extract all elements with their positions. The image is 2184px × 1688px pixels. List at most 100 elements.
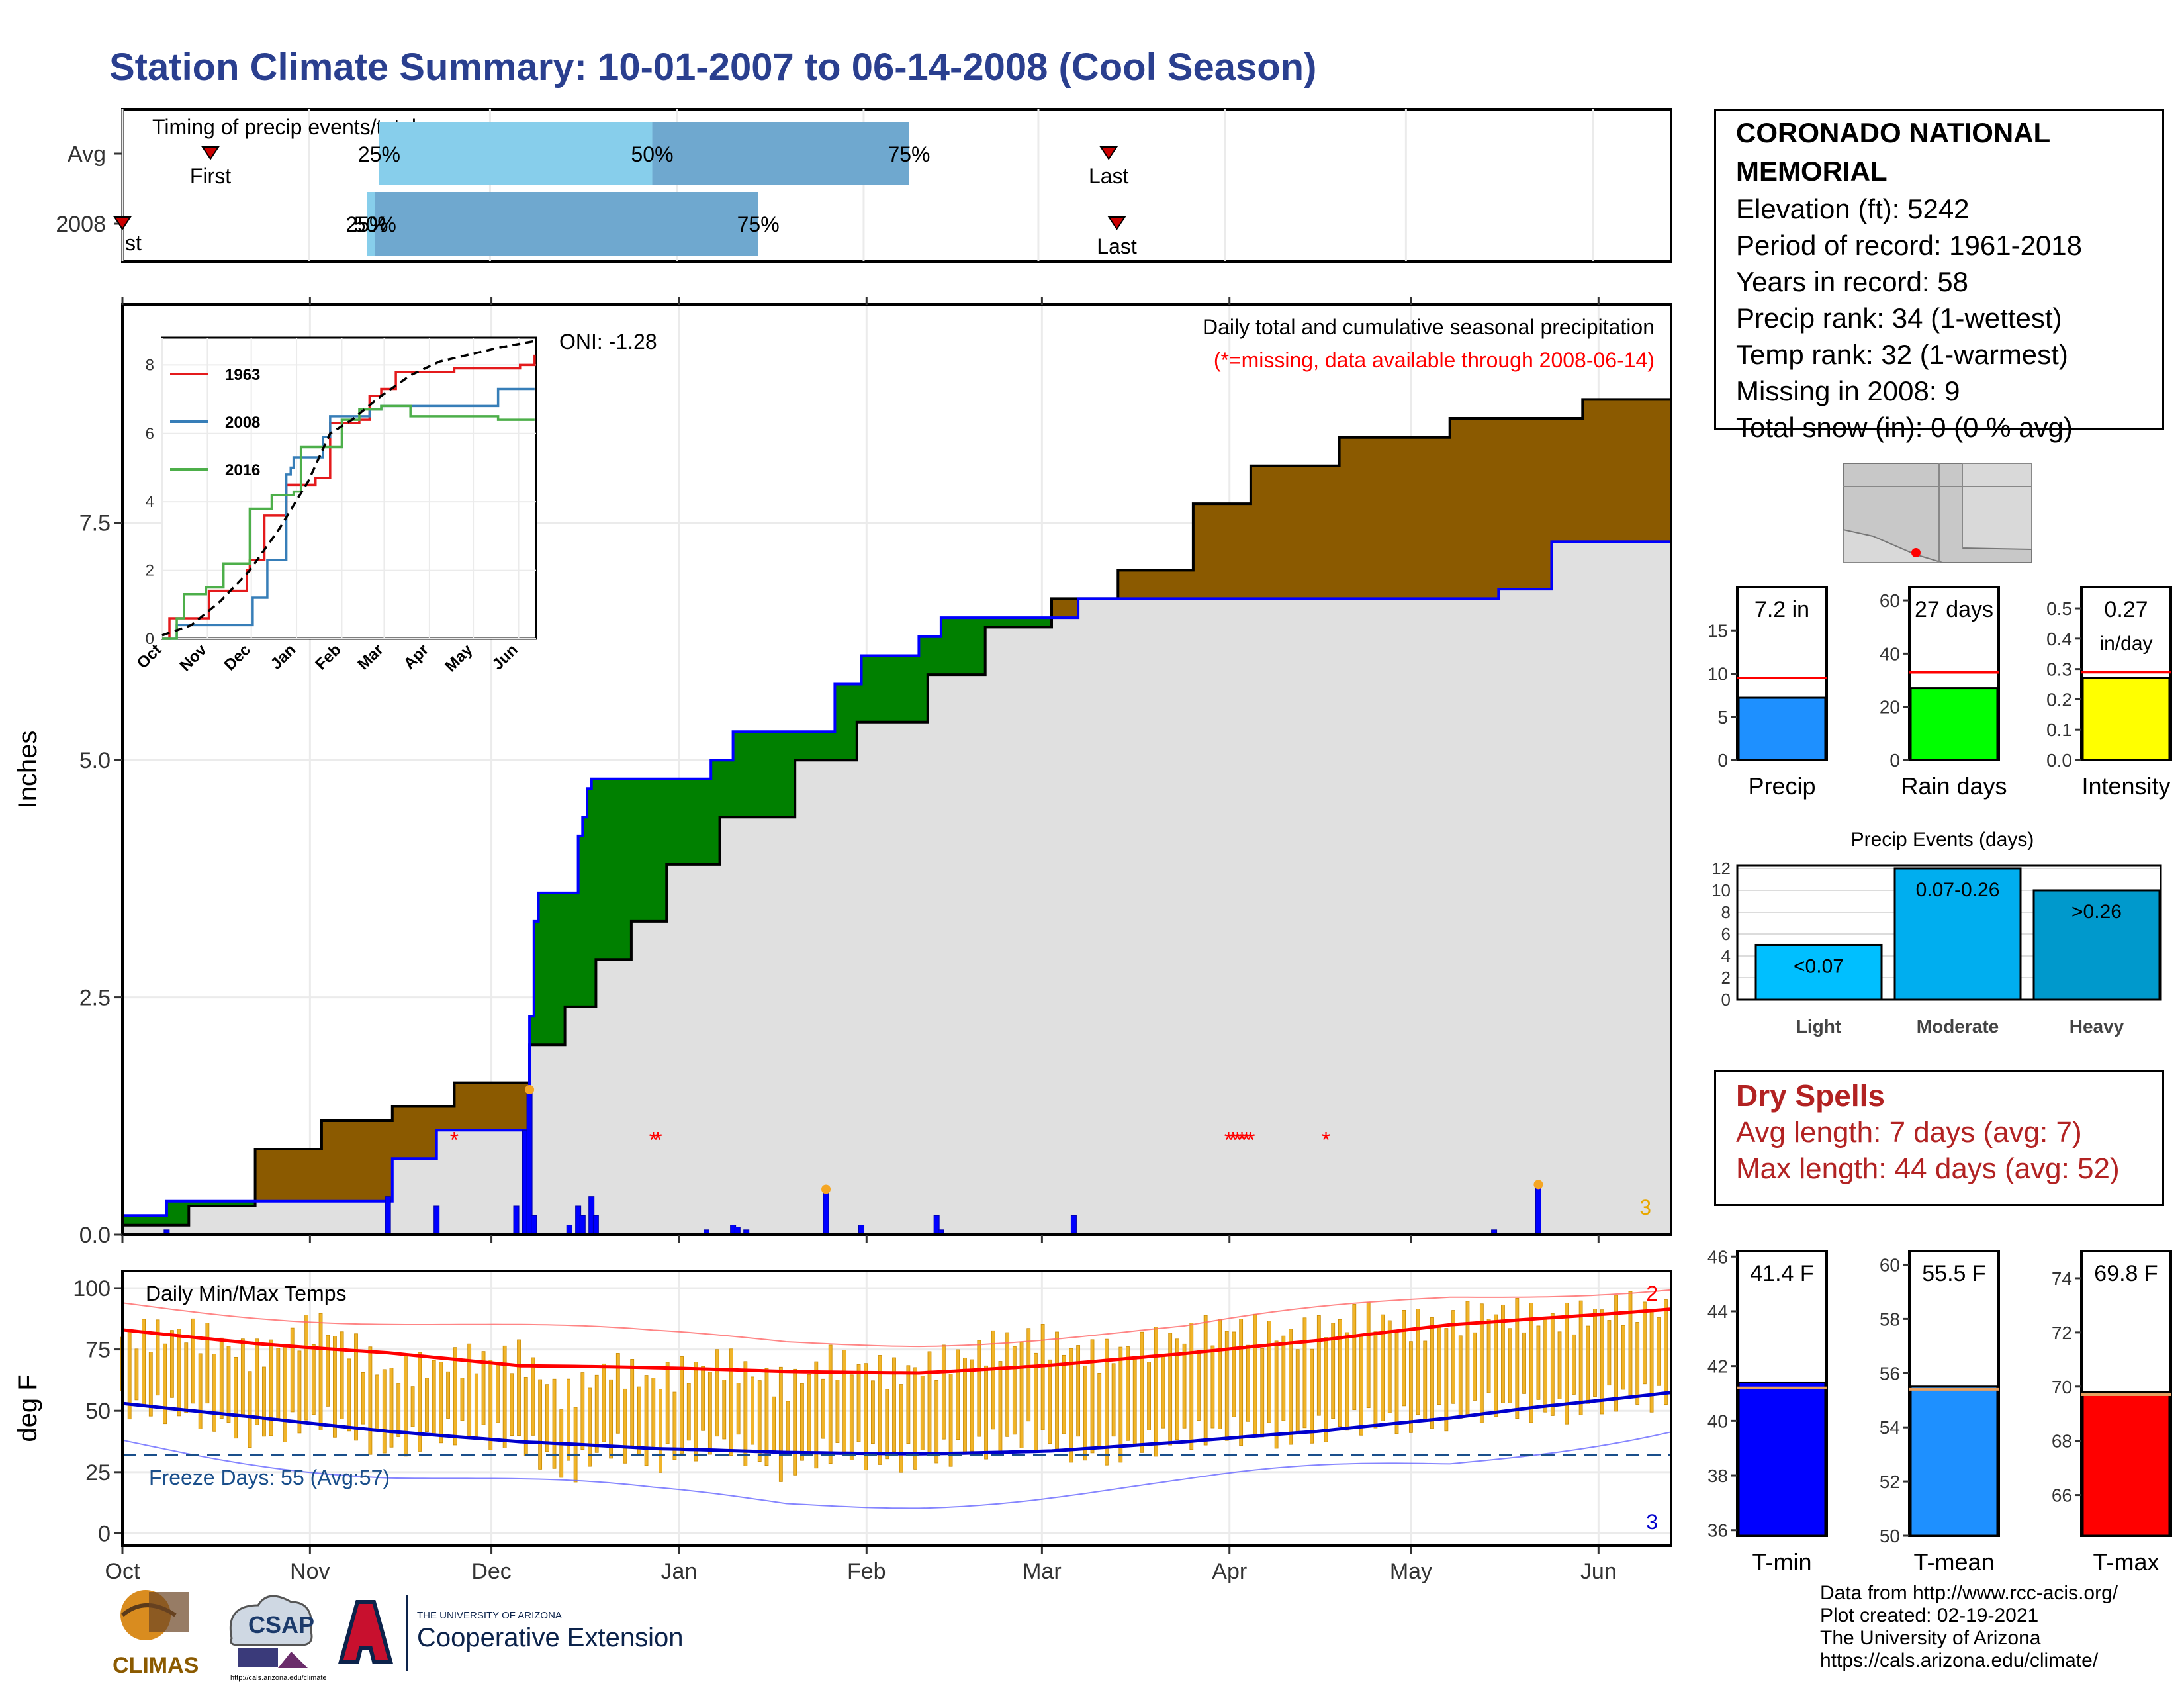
daily-temp-range-bar (1366, 1302, 1371, 1409)
daily-temp-range-bar (425, 1378, 429, 1432)
summary-bar-t-min (1737, 1381, 1827, 1537)
daily-temp-range-bar (1267, 1321, 1271, 1423)
daily-temp-range-bar (786, 1401, 790, 1456)
timing-label-75: 75% (737, 212, 780, 236)
summary-bar-t-mean (1909, 1385, 1999, 1537)
daily-temp-range-bar (821, 1378, 825, 1439)
events-bar-light (1754, 943, 1883, 1001)
timing-last-marker (1107, 216, 1126, 230)
daily-precip-bar (858, 1225, 865, 1235)
footer-line: Plot created: 02-19-2021 (1820, 1605, 2039, 1626)
summary-bar-y-tick-label: 50 (1880, 1526, 1900, 1546)
daily-temp-range-bar (1019, 1341, 1024, 1448)
timing-last-label: Last (1097, 234, 1137, 258)
daily-temp-range-bar (814, 1361, 819, 1469)
station-temp-rank: Temp rank: 32 (1-warmest) (1736, 339, 2068, 370)
daily-temp-range-bar (1161, 1354, 1165, 1429)
daily-temp-range-bar (1274, 1340, 1279, 1449)
inset-y-tick-label: 0 (146, 630, 154, 648)
daily-temp-range-bar (474, 1373, 478, 1437)
events-y-tick-label: 4 (1721, 946, 1731, 966)
summary-bar-value-label: 27 days (1915, 597, 1993, 622)
daily-temp-range-bar (1402, 1310, 1406, 1407)
daily-precip-bar (566, 1225, 572, 1235)
daily-temp-range-bar (1479, 1303, 1484, 1423)
missing-marker: * (1322, 1128, 1330, 1153)
daily-temp-range-bar (764, 1368, 769, 1466)
summary-bar-name: T-mean (1913, 1548, 1994, 1575)
daily-temp-range-bar (177, 1329, 181, 1417)
daily-temp-range-bar (1239, 1319, 1244, 1446)
summary-bar-precip (1737, 696, 1827, 761)
daily-temp-range-bar (1565, 1302, 1569, 1425)
daily-temp-range-bar (453, 1347, 457, 1446)
daily-precip-bar (1535, 1186, 1541, 1235)
daily-temp-range-bar (956, 1349, 960, 1440)
daily-precip-bar (579, 1215, 586, 1235)
daily-temp-range-bar (1607, 1320, 1612, 1386)
daily-temp-range-bar (191, 1318, 195, 1404)
daily-temp-range-bar (1324, 1337, 1328, 1442)
daily-temp-range-bar (1437, 1327, 1441, 1405)
summary-bar-y-tick-label: 74 (2052, 1268, 2072, 1289)
temperature-summary-bars: 36 38 40 42 44 46 41.4 F T-min 50 52 54 56 58 60 55.5 … (1707, 1246, 2172, 1575)
daily-temp-range-bar (1473, 1332, 1477, 1401)
station-location-marker (1911, 548, 1921, 557)
daily-temp-range-bar (567, 1378, 570, 1461)
summary-bar-intensity (2081, 677, 2171, 761)
daily-temp-range-bar (1253, 1313, 1257, 1436)
daily-temp-range-bar (651, 1378, 656, 1447)
daily-temp-range-bar (545, 1384, 549, 1452)
events-bar-label: 0.07-0.26 (1916, 879, 2000, 901)
missing-marker: * (649, 1128, 658, 1153)
temperature-panel: 0 25 50 75 100 Oct Nov Dec Jan Feb Mar Apr May Jun Fre… (13, 1270, 1672, 1584)
timing-label-75: 75% (887, 142, 930, 166)
inset-series-2016 (162, 404, 535, 640)
daily-temp-range-bar (156, 1319, 160, 1396)
summary-bar-value-label: 69.8 F (2094, 1261, 2158, 1286)
dry-spells-avg: Avg length: 7 days (avg: 7) (1736, 1116, 2082, 1149)
daily-temp-range-bar (467, 1343, 472, 1438)
daily-temp-range-bar (1175, 1338, 1179, 1440)
daily-temp-range-bar (722, 1380, 727, 1440)
cumulative-subtitle: (*=missing, data available through 2008-… (1214, 348, 1655, 372)
daily-temp-range-bar (1083, 1365, 1087, 1461)
daily-temp-range-bar (835, 1380, 840, 1443)
daily-temp-range-bar (240, 1338, 245, 1417)
daily-temp-range-bar (496, 1364, 500, 1423)
temps-y-axis-label: deg F (13, 1374, 42, 1442)
timing-label-25: 25% (345, 212, 388, 236)
events-bar-label: <0.07 (1794, 955, 1844, 977)
summary-bar-t-max (2081, 1391, 2171, 1537)
summary-bar-y-tick-label: 15 (1707, 620, 1728, 641)
daily-temp-range-bar (1352, 1304, 1357, 1411)
summary-bar-y-tick-label: 56 (1880, 1363, 1900, 1383)
daily-precip-bar (513, 1205, 520, 1235)
daily-temp-range-bar (1062, 1354, 1066, 1434)
inset-average-line (161, 340, 535, 637)
daily-temp-range-bar (772, 1396, 776, 1454)
y-tick-label: 7.5 (79, 511, 111, 536)
summary-bar-y-tick-label: 72 (2052, 1323, 2072, 1343)
temps-title: Daily Min/Max Temps (146, 1282, 346, 1305)
daily-temp-range-bar (1458, 1335, 1463, 1419)
daily-temp-range-bar (920, 1375, 925, 1450)
season-cumulative-line (122, 540, 1671, 1217)
inset-series-1963 (162, 354, 536, 640)
daily-precip-bar (385, 1196, 391, 1235)
daily-temp-range-bar (184, 1342, 189, 1413)
daily-temp-range-bar (1034, 1352, 1038, 1452)
summary-bar-name: Precip (1748, 773, 1815, 800)
daily-temp-range-bar (1210, 1345, 1215, 1429)
daily-temp-range-bar (594, 1374, 599, 1453)
daily-temp-range-bar (849, 1374, 854, 1460)
daily-temp-range-bar (1105, 1338, 1109, 1466)
summary-bar-y-tick-label: 36 (1707, 1521, 1728, 1541)
daily-temp-range-bar (375, 1374, 379, 1430)
daily-temp-range-bar (531, 1357, 535, 1436)
daily-temp-range-bar (637, 1386, 641, 1455)
daily-temp-range-bar (1232, 1331, 1236, 1417)
temps-y-tick-label: 0 (98, 1521, 111, 1546)
daily-temp-range-bar (1635, 1322, 1640, 1405)
daily-temp-range-bar (510, 1373, 514, 1436)
